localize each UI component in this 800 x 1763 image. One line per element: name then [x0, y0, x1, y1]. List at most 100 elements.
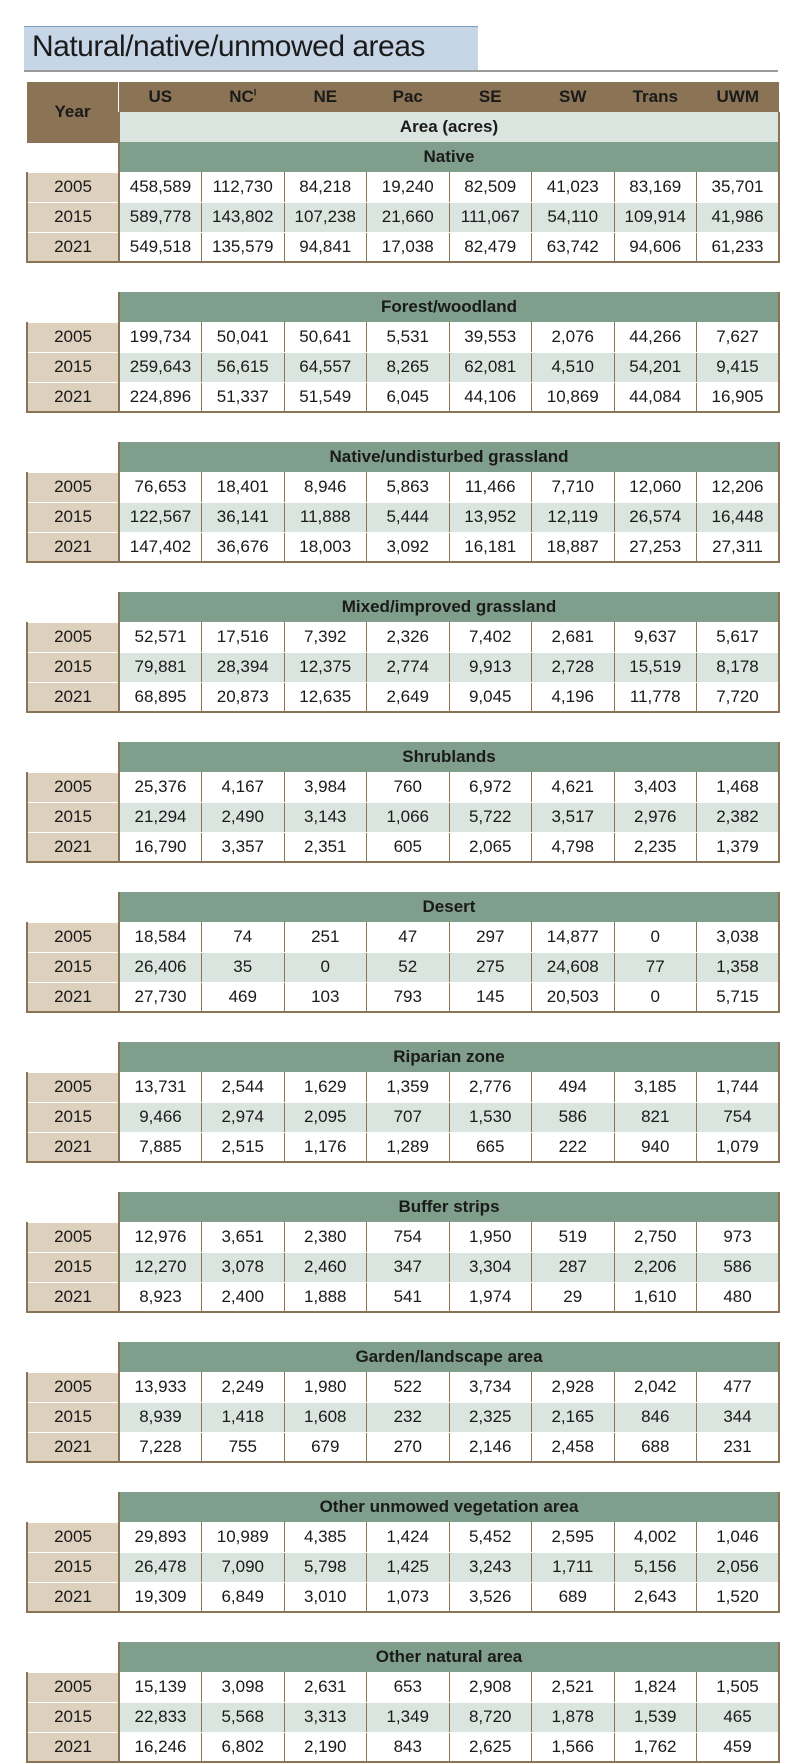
- section-title: Other unmowed vegetation area: [118, 1492, 780, 1522]
- section-header-row: Other unmowed vegetation area: [27, 1492, 780, 1522]
- section-header-row: Native/undisturbed grassland: [27, 442, 780, 472]
- value-cell: 1,888: [283, 1281, 367, 1313]
- value-cell: 8,265: [366, 351, 450, 383]
- year-cell: 2021: [26, 681, 120, 713]
- value-cell: 12,375: [283, 651, 367, 683]
- value-cell: 7,392: [283, 621, 367, 653]
- value-cell: 5,617: [696, 621, 780, 653]
- year-cell: 2021: [26, 1581, 120, 1613]
- year-cell: 2021: [26, 231, 120, 263]
- value-cell: 52,571: [118, 621, 202, 653]
- year-cell: 2015: [26, 1101, 120, 1133]
- section-header-spacer: [27, 742, 119, 772]
- value-cell: 2,206: [613, 1251, 697, 1283]
- value-cell: 18,887: [531, 531, 615, 563]
- section-header-row: Garden/landscape area: [27, 1342, 780, 1372]
- section-header-row: Mixed/improved grassland: [27, 592, 780, 622]
- table-row: 2021 68,895 20,873 12,635 2,649 9,045 4,196 11,…: [26, 681, 780, 713]
- table-row: 2015 21,294 2,490 3,143 1,066 5,722 3,517 2,976…: [26, 801, 780, 833]
- value-cell: 16,246: [118, 1731, 202, 1763]
- year-cell: 2005: [26, 171, 120, 203]
- value-cell: 64,557: [283, 351, 367, 383]
- value-cell: 26,478: [118, 1551, 202, 1583]
- value-cell: 9,637: [613, 621, 697, 653]
- table-row: 2005 76,653 18,401 8,946 5,863 11,466 7,710 12,…: [26, 471, 780, 503]
- value-cell: 760: [366, 771, 450, 803]
- section-title: Native/undisturbed grassland: [118, 442, 780, 472]
- value-cell: 5,444: [366, 501, 450, 533]
- value-cell: 9,045: [448, 681, 532, 713]
- value-cell: 1,379: [696, 831, 780, 863]
- value-cell: 2,249: [201, 1371, 285, 1403]
- value-cell: 15,139: [118, 1671, 202, 1703]
- value-cell: 1,425: [366, 1551, 450, 1583]
- value-cell: 3,092: [366, 531, 450, 563]
- value-cell: 7,885: [118, 1131, 202, 1163]
- value-cell: 50,041: [201, 321, 285, 353]
- table-row: 2005 29,893 10,989 4,385 1,424 5,452 2,595 4,00…: [26, 1521, 780, 1553]
- value-cell: 5,722: [448, 801, 532, 833]
- value-cell: 688: [613, 1431, 697, 1463]
- value-cell: 10,869: [531, 381, 615, 413]
- value-cell: 2,460: [283, 1251, 367, 1283]
- col-header-se: SE: [449, 82, 532, 112]
- value-cell: 2,776: [448, 1071, 532, 1103]
- value-cell: 12,060: [613, 471, 697, 503]
- table-row: 2015 26,478 7,090 5,798 1,425 3,243 1,711 5,156…: [26, 1551, 780, 1583]
- section-header-spacer: [27, 1042, 119, 1072]
- value-cell: 41,986: [696, 201, 780, 233]
- value-cell: 480: [696, 1281, 780, 1313]
- value-cell: 2,774: [366, 651, 450, 683]
- value-cell: 12,270: [118, 1251, 202, 1283]
- value-cell: 26,406: [118, 951, 202, 983]
- year-cell: 2005: [26, 1071, 120, 1103]
- value-cell: 270: [366, 1431, 450, 1463]
- table-row: 2021 16,246 6,802 2,190 843 2,625 1,566 1,762 45…: [26, 1731, 780, 1763]
- value-cell: 2,631: [283, 1671, 367, 1703]
- value-cell: 14,877: [531, 921, 615, 953]
- table-row: 2005 458,589 112,730 84,218 19,240 82,509 41,0…: [26, 171, 780, 203]
- value-cell: 103: [283, 981, 367, 1013]
- value-cell: 1,046: [696, 1521, 780, 1553]
- value-cell: 7,720: [696, 681, 780, 713]
- value-cell: 2,382: [696, 801, 780, 833]
- value-cell: 22,833: [118, 1701, 202, 1733]
- year-cell: 2015: [26, 951, 120, 983]
- table-row: 2005 52,571 17,516 7,392 2,326 7,402 2,681 9,63…: [26, 621, 780, 653]
- value-cell: 1,073: [366, 1581, 450, 1613]
- value-cell: 147,402: [118, 531, 202, 563]
- table-row: 2021 19,309 6,849 3,010 1,073 3,526 689 2,643 1,…: [26, 1581, 780, 1613]
- col-header-ne: NE: [284, 82, 367, 112]
- col-header-uwm: UWM: [696, 82, 779, 112]
- year-cell: 2021: [26, 981, 120, 1013]
- year-cell: 2005: [26, 621, 120, 653]
- value-cell: 4,510: [531, 351, 615, 383]
- section-title: Shrublands: [118, 742, 780, 772]
- value-cell: 3,403: [613, 771, 697, 803]
- table-row: 2021 147,402 36,676 18,003 3,092 16,181 18,887…: [26, 531, 780, 563]
- value-cell: 689: [531, 1581, 615, 1613]
- value-cell: 2,681: [531, 621, 615, 653]
- value-cell: 19,309: [118, 1581, 202, 1613]
- value-cell: 11,778: [613, 681, 697, 713]
- value-cell: 846: [613, 1401, 697, 1433]
- value-cell: 3,038: [696, 921, 780, 953]
- value-cell: 24,608: [531, 951, 615, 983]
- value-cell: 5,715: [696, 981, 780, 1013]
- section-header-spacer: [27, 442, 119, 472]
- value-cell: 51,337: [201, 381, 285, 413]
- col-header-pac: Pac: [366, 82, 449, 112]
- value-cell: 3,185: [613, 1071, 697, 1103]
- value-cell: 224,896: [118, 381, 202, 413]
- page-title: Natural/native/unmowed areas: [32, 30, 425, 63]
- value-cell: 1,176: [283, 1131, 367, 1163]
- value-cell: 679: [283, 1431, 367, 1463]
- value-cell: 4,167: [201, 771, 285, 803]
- table-row: 2005 15,139 3,098 2,631 653 2,908 2,521 1,824 1,…: [26, 1671, 780, 1703]
- value-cell: 25,376: [118, 771, 202, 803]
- value-cell: 4,385: [283, 1521, 367, 1553]
- value-cell: 2,544: [201, 1071, 285, 1103]
- value-cell: 3,098: [201, 1671, 285, 1703]
- value-cell: 1,505: [696, 1671, 780, 1703]
- value-cell: 1,539: [613, 1701, 697, 1733]
